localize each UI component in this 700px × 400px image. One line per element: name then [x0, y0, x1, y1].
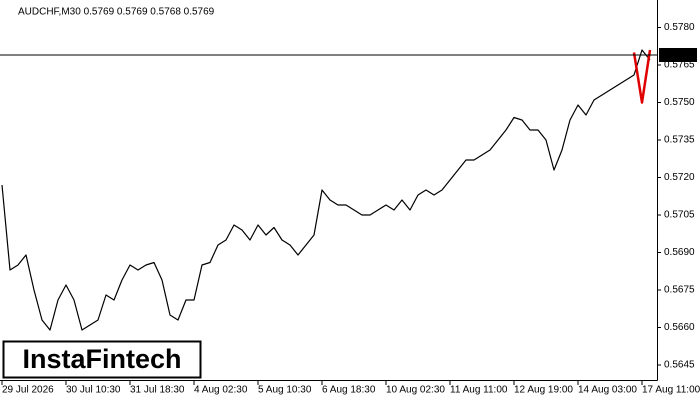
x-tick-label: 29 Jul 2026	[2, 385, 54, 396]
y-tick-label: 0.5660	[664, 322, 695, 333]
y-tick-label: 0.5645	[664, 360, 695, 371]
chart-title: AUDCHF,M30 0.5769 0.5769 0.5768 0.5769	[18, 7, 215, 18]
x-tick-label: 4 Aug 02:30	[194, 385, 248, 396]
y-tick-label: 0.5690	[664, 247, 695, 258]
x-tick-label: 30 Jul 10:30	[66, 385, 121, 396]
y-tick-label: 0.5705	[664, 210, 695, 221]
price-line	[632, 49, 652, 104]
y-tick-label: 0.5750	[664, 97, 695, 108]
price-line	[1, 49, 651, 331]
current-price-box	[659, 48, 697, 62]
y-tick-label: 0.5765	[664, 60, 695, 71]
current-price-label: 0.5769	[662, 50, 693, 61]
y-tick-label: 0.5780	[664, 22, 695, 33]
logo: InstaFintech	[22, 344, 181, 374]
x-tick-label: 14 Aug 03:00	[578, 385, 637, 396]
x-tick-label: 17 Aug 11:00	[642, 385, 700, 396]
x-tick-label: 11 Aug 11:00	[450, 385, 508, 396]
logo-box	[2, 340, 202, 379]
x-tick-label: 10 Aug 02:30	[386, 385, 445, 396]
x-tick-label: 12 Aug 19:00	[514, 385, 573, 396]
y-tick-label: 0.5675	[664, 285, 695, 296]
x-tick-label: 6 Aug 18:30	[322, 385, 376, 396]
x-tick-label: 31 Jul 18:30	[130, 385, 185, 396]
y-tick-label: 0.5735	[664, 135, 695, 146]
x-tick-label: 5 Aug 10:30	[258, 385, 312, 396]
y-tick-label: 0.5720	[664, 172, 695, 183]
